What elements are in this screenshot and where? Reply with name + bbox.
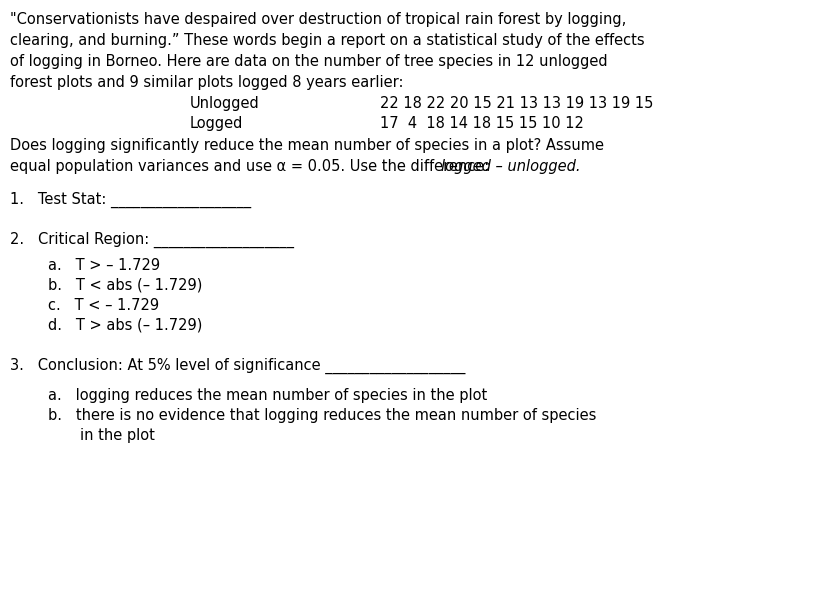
Text: a.   logging reduces the mean number of species in the plot: a. logging reduces the mean number of sp… <box>48 388 488 403</box>
Text: 22 18 22 20 15 21 13 13 19 13 19 15: 22 18 22 20 15 21 13 13 19 13 19 15 <box>380 96 654 111</box>
Text: a.   T > – 1.729: a. T > – 1.729 <box>48 258 160 273</box>
Text: 2.   Critical Region: ___________________: 2. Critical Region: ___________________ <box>10 232 294 248</box>
Text: of logging in Borneo. Here are data on the number of tree species in 12 unlogged: of logging in Borneo. Here are data on t… <box>10 54 608 69</box>
Text: logged – unlogged.: logged – unlogged. <box>441 159 581 174</box>
Text: Unlogged: Unlogged <box>190 96 260 111</box>
Text: Logged: Logged <box>190 116 244 131</box>
Text: b.   T < abs (– 1.729): b. T < abs (– 1.729) <box>48 278 202 293</box>
Text: b.   there is no evidence that logging reduces the mean number of species: b. there is no evidence that logging red… <box>48 408 596 423</box>
Text: "Conservationists have despaired over destruction of tropical rain forest by log: "Conservationists have despaired over de… <box>10 12 627 27</box>
Text: d.   T > abs (– 1.729): d. T > abs (– 1.729) <box>48 318 202 333</box>
Text: equal population variances and use α = 0.05. Use the difference:: equal population variances and use α = 0… <box>10 159 494 174</box>
Text: 17  4  18 14 18 15 15 10 12: 17 4 18 14 18 15 15 10 12 <box>380 116 584 131</box>
Text: 3.   Conclusion: At 5% level of significance ___________________: 3. Conclusion: At 5% level of significan… <box>10 358 465 374</box>
Text: clearing, and burning.” These words begin a report on a statistical study of the: clearing, and burning.” These words begi… <box>10 33 645 48</box>
Text: in the plot: in the plot <box>80 428 155 443</box>
Text: forest plots and 9 similar plots logged 8 years earlier:: forest plots and 9 similar plots logged … <box>10 75 403 90</box>
Text: 1.   Test Stat: ___________________: 1. Test Stat: ___________________ <box>10 192 251 208</box>
Text: c.   T < – 1.729: c. T < – 1.729 <box>48 298 160 313</box>
Text: Does logging significantly reduce the mean number of species in a plot? Assume: Does logging significantly reduce the me… <box>10 138 604 153</box>
